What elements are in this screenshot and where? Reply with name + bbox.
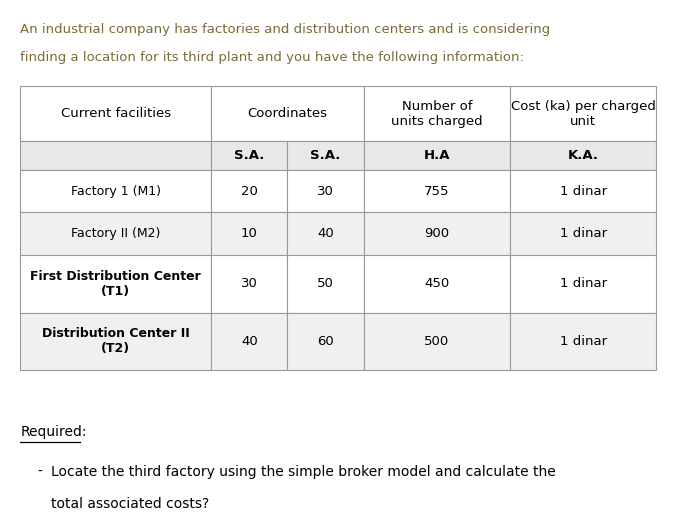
Bar (510, 170, 657, 212)
Bar (287, 170, 364, 212)
Bar (211, 255, 287, 313)
Bar (20, 313, 211, 370)
Text: Factory II (M2): Factory II (M2) (71, 228, 161, 240)
Text: 1 dinar: 1 dinar (559, 228, 607, 240)
Text: 1 dinar: 1 dinar (559, 278, 607, 290)
Text: 60: 60 (317, 335, 334, 348)
Text: Factory 1 (M1): Factory 1 (M1) (71, 185, 161, 197)
Text: First Distribution Center
(T1): First Distribution Center (T1) (30, 270, 201, 298)
Text: Current facilities: Current facilities (61, 107, 171, 120)
Bar (364, 255, 510, 313)
Text: H.A: H.A (424, 149, 450, 162)
Bar (510, 255, 657, 313)
Text: 500: 500 (424, 335, 450, 348)
Text: 1 dinar: 1 dinar (559, 335, 607, 348)
Bar (20, 141, 211, 170)
Text: 40: 40 (317, 228, 334, 240)
Text: -: - (37, 465, 42, 479)
Text: An industrial company has factories and distribution centers and is considering: An industrial company has factories and … (20, 23, 551, 37)
Bar (20, 212, 211, 255)
Text: 755: 755 (424, 185, 450, 197)
Bar (287, 313, 364, 370)
Text: 40: 40 (241, 335, 258, 348)
Bar (364, 170, 510, 212)
Text: K.A.: K.A. (568, 149, 599, 162)
Text: Locate the third factory using the simple broker model and calculate the: Locate the third factory using the simpl… (51, 465, 555, 479)
Text: S.A.: S.A. (311, 149, 341, 162)
Text: Number of
units charged: Number of units charged (391, 100, 483, 127)
Bar (510, 86, 657, 141)
Bar (510, 313, 657, 370)
Bar (20, 86, 211, 141)
Text: 20: 20 (241, 185, 258, 197)
Bar (287, 212, 364, 255)
Bar (211, 141, 287, 170)
Text: S.A.: S.A. (234, 149, 265, 162)
Text: total associated costs?: total associated costs? (51, 497, 209, 511)
Bar (211, 212, 287, 255)
Bar (364, 212, 510, 255)
Text: 50: 50 (317, 278, 334, 290)
Text: 450: 450 (424, 278, 450, 290)
Bar (211, 170, 287, 212)
Bar (287, 255, 364, 313)
Text: Distribution Center II
(T2): Distribution Center II (T2) (42, 327, 189, 355)
Bar (510, 212, 657, 255)
Bar (20, 255, 211, 313)
Text: finding a location for its third plant and you have the following information:: finding a location for its third plant a… (20, 51, 524, 64)
Bar (364, 86, 510, 141)
Text: 1 dinar: 1 dinar (559, 185, 607, 197)
Text: 30: 30 (317, 185, 334, 197)
Bar (510, 141, 657, 170)
Text: 10: 10 (241, 228, 258, 240)
Text: Coordinates: Coordinates (247, 107, 327, 120)
Bar (211, 86, 364, 141)
Text: 30: 30 (241, 278, 258, 290)
Bar (20, 170, 211, 212)
Bar (287, 141, 364, 170)
Bar (364, 141, 510, 170)
Text: Required:: Required: (20, 425, 87, 440)
Text: Cost (ka) per charged
unit: Cost (ka) per charged unit (511, 100, 656, 127)
Bar (364, 313, 510, 370)
Text: 900: 900 (424, 228, 449, 240)
Bar (211, 313, 287, 370)
